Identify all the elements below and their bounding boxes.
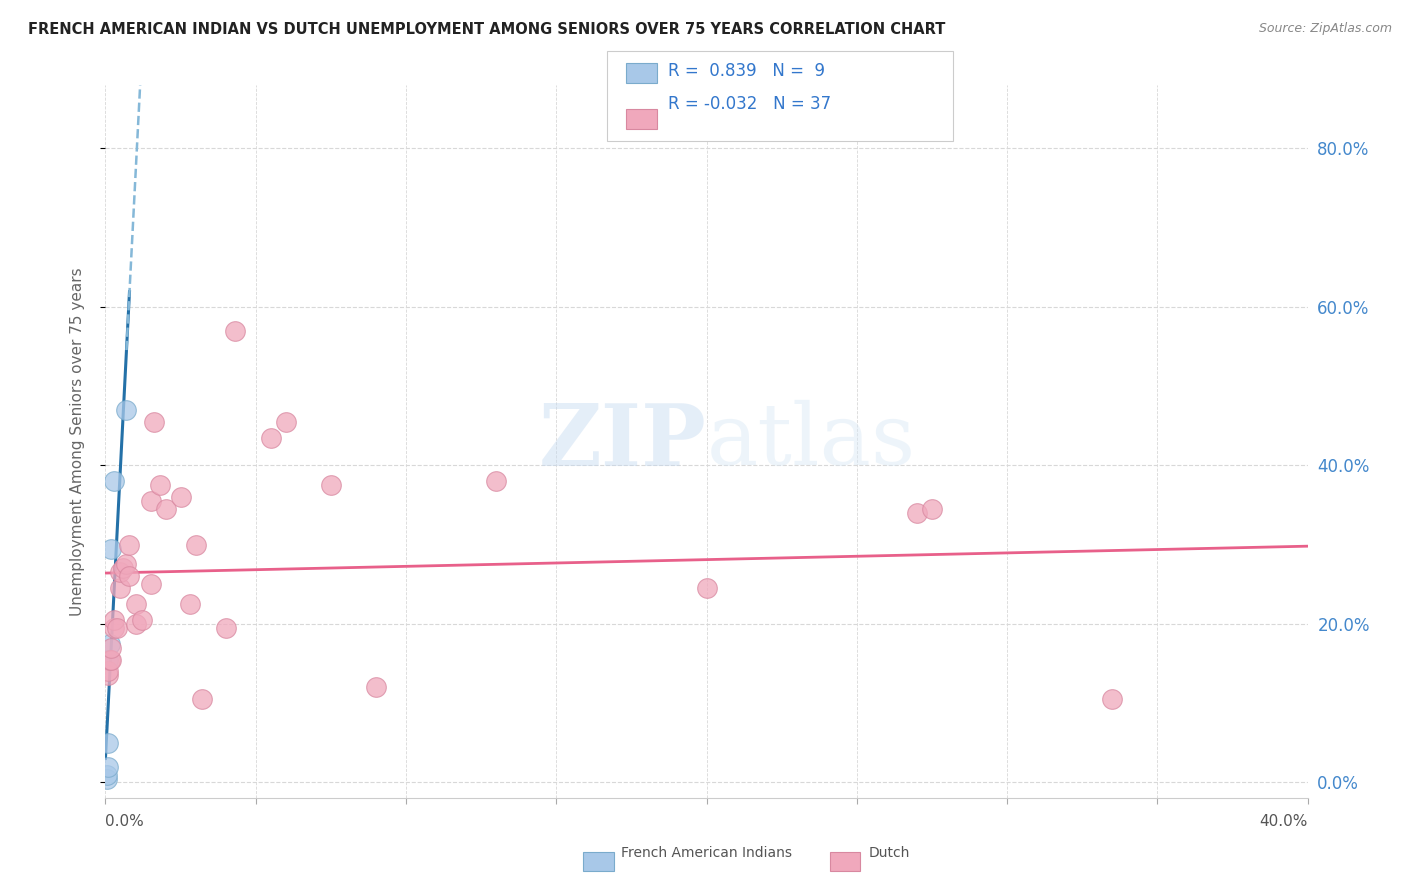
Point — [97, 652, 120, 666]
Point — [485, 474, 508, 488]
Point — [110, 566, 132, 580]
Point — [97, 736, 120, 750]
Point — [274, 415, 297, 429]
Point — [1101, 692, 1123, 706]
Point — [112, 561, 135, 575]
Point — [148, 478, 170, 492]
Point — [139, 494, 162, 508]
Text: R = -0.032   N = 37: R = -0.032 N = 37 — [668, 95, 831, 113]
Y-axis label: Unemployment Among Seniors over 75 years: Unemployment Among Seniors over 75 years — [70, 268, 84, 615]
Point — [96, 767, 118, 781]
Point — [696, 581, 718, 595]
Text: ZIP: ZIP — [538, 400, 707, 483]
Point — [115, 402, 138, 417]
Point — [190, 692, 212, 706]
Point — [103, 474, 125, 488]
Point — [224, 324, 246, 338]
Text: Source: ZipAtlas.com: Source: ZipAtlas.com — [1258, 22, 1392, 36]
Point — [169, 490, 191, 504]
Point — [97, 665, 120, 679]
Point — [319, 478, 342, 492]
Point — [124, 597, 146, 611]
Text: Dutch: Dutch — [869, 846, 910, 860]
Point — [139, 577, 162, 591]
Point — [110, 581, 132, 595]
Point — [214, 621, 236, 635]
Text: French American Indians: French American Indians — [621, 846, 793, 860]
Point — [103, 613, 125, 627]
Point — [100, 652, 122, 666]
Point — [124, 616, 146, 631]
Point — [905, 506, 928, 520]
Text: FRENCH AMERICAN INDIAN VS DUTCH UNEMPLOYMENT AMONG SENIORS OVER 75 YEARS CORRELA: FRENCH AMERICAN INDIAN VS DUTCH UNEMPLOY… — [28, 22, 945, 37]
Point — [142, 415, 165, 429]
Point — [107, 621, 129, 635]
Text: R =  0.839   N =  9: R = 0.839 N = 9 — [668, 62, 825, 80]
Point — [118, 538, 141, 552]
Point — [260, 431, 283, 445]
Text: atlas: atlas — [707, 400, 915, 483]
Point — [364, 681, 387, 695]
Text: 0.0%: 0.0% — [105, 814, 145, 829]
Point — [97, 668, 120, 682]
Point — [98, 637, 121, 651]
Point — [921, 502, 943, 516]
Point — [184, 538, 207, 552]
Point — [131, 613, 153, 627]
Point — [155, 502, 177, 516]
Point — [118, 569, 141, 583]
Point — [115, 558, 138, 572]
Point — [100, 541, 122, 556]
Point — [98, 652, 121, 666]
Point — [96, 772, 118, 786]
Point — [179, 597, 201, 611]
Text: 40.0%: 40.0% — [1260, 814, 1308, 829]
Point — [97, 759, 120, 773]
Point — [100, 640, 122, 655]
Point — [103, 621, 125, 635]
